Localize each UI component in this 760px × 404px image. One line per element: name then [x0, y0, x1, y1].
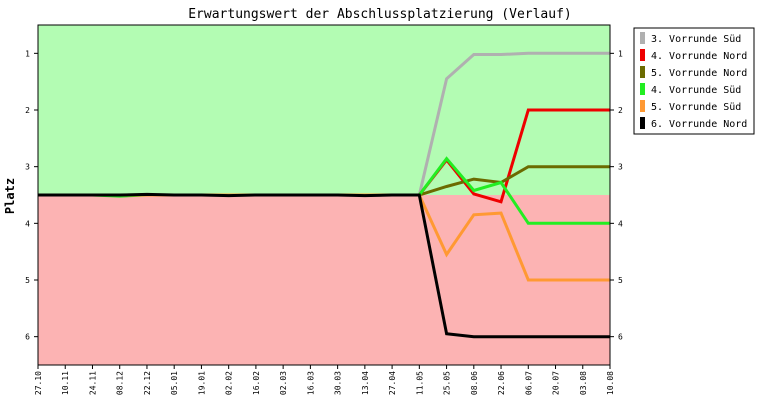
- y-tick-label-right-5: 5: [618, 276, 623, 285]
- x-tick-label-1: 10.11: [61, 371, 70, 395]
- background-band-1: [38, 195, 610, 365]
- x-tick-label-13: 27.04: [388, 371, 397, 395]
- legend-label-2: 5. Vorrunde Nord: [651, 68, 747, 79]
- legend-swatch-4: [640, 100, 645, 112]
- axes: 1 1 2 2 3 3 4 4 5 5 6 6 27.10 10.11 24.11 08.12 22.12 05.…: [25, 24, 623, 395]
- x-tick-label-9: 02.03: [279, 371, 288, 395]
- plot-frame: [37, 24, 611, 366]
- y-tick-label-left-1: 1: [25, 49, 30, 58]
- legend-swatch-5: [640, 117, 645, 129]
- y-tick-label-right-4: 4: [618, 219, 623, 228]
- x-tick-label-0: 27.10: [34, 371, 43, 395]
- x-tick-label-2: 24.11: [88, 371, 97, 395]
- series-lines: [38, 51, 610, 339]
- y-tick-label-right-2: 2: [618, 106, 623, 115]
- legend-label-5: 6. Vorrunde Nord: [651, 119, 747, 130]
- x-tick-label-11: 30.03: [334, 371, 343, 395]
- x-tick-label-20: 03.08: [579, 371, 588, 395]
- y-tick-label-right-1: 1: [618, 49, 623, 58]
- x-tick-label-19: 20.07: [552, 371, 561, 395]
- x-tick-label-21: 10.08: [606, 371, 615, 395]
- x-tick-label-14: 11.05: [415, 371, 424, 395]
- legend-swatch-2: [640, 66, 645, 78]
- series-line-5: [38, 192, 610, 339]
- legend-swatch-3: [640, 83, 645, 95]
- y-tick-label-left-2: 2: [25, 106, 30, 115]
- x-tick-label-18: 06.07: [524, 371, 533, 395]
- x-tick-label-17: 22.06: [497, 371, 506, 395]
- x-tick-label-16: 08.06: [470, 371, 479, 395]
- x-tick-label-5: 05.01: [170, 371, 179, 395]
- chart-title: Erwartungswert der Abschlussplatzierung …: [188, 7, 572, 22]
- x-tick-label-7: 02.02: [225, 371, 234, 395]
- legend-label-0: 3. Vorrunde Süd: [651, 34, 741, 45]
- legend-label-1: 4. Vorrunde Nord: [651, 51, 747, 62]
- x-tick-label-10: 16.03: [306, 371, 315, 395]
- y-tick-label-right-3: 3: [618, 163, 623, 172]
- legend-label-4: 5. Vorrunde Süd: [651, 102, 741, 113]
- legend: 3. Vorrunde Süd 4. Vorrunde Nord 5. Vorrun…: [633, 27, 755, 135]
- legend-swatch-1: [640, 49, 645, 61]
- y-tick-label-left-6: 6: [25, 333, 30, 342]
- x-tick-label-12: 13.04: [361, 371, 370, 395]
- y-tick-label-left-5: 5: [25, 276, 30, 285]
- y-tick-label-left-3: 3: [25, 163, 30, 172]
- y-tick-label-right-6: 6: [618, 333, 623, 342]
- legend-swatch-0: [640, 32, 645, 44]
- x-tick-label-8: 16.02: [252, 371, 261, 395]
- y-tick-label-left-4: 4: [25, 219, 30, 228]
- x-tick-label-4: 22.12: [143, 371, 152, 395]
- legend-label-3: 4. Vorrunde Süd: [651, 85, 741, 96]
- x-tick-label-15: 25.05: [443, 371, 452, 395]
- x-tick-label-3: 08.12: [116, 371, 125, 395]
- legend-box: [633, 27, 755, 135]
- x-tick-label-6: 19.01: [197, 371, 206, 395]
- y-axis-label: Platz: [3, 178, 17, 214]
